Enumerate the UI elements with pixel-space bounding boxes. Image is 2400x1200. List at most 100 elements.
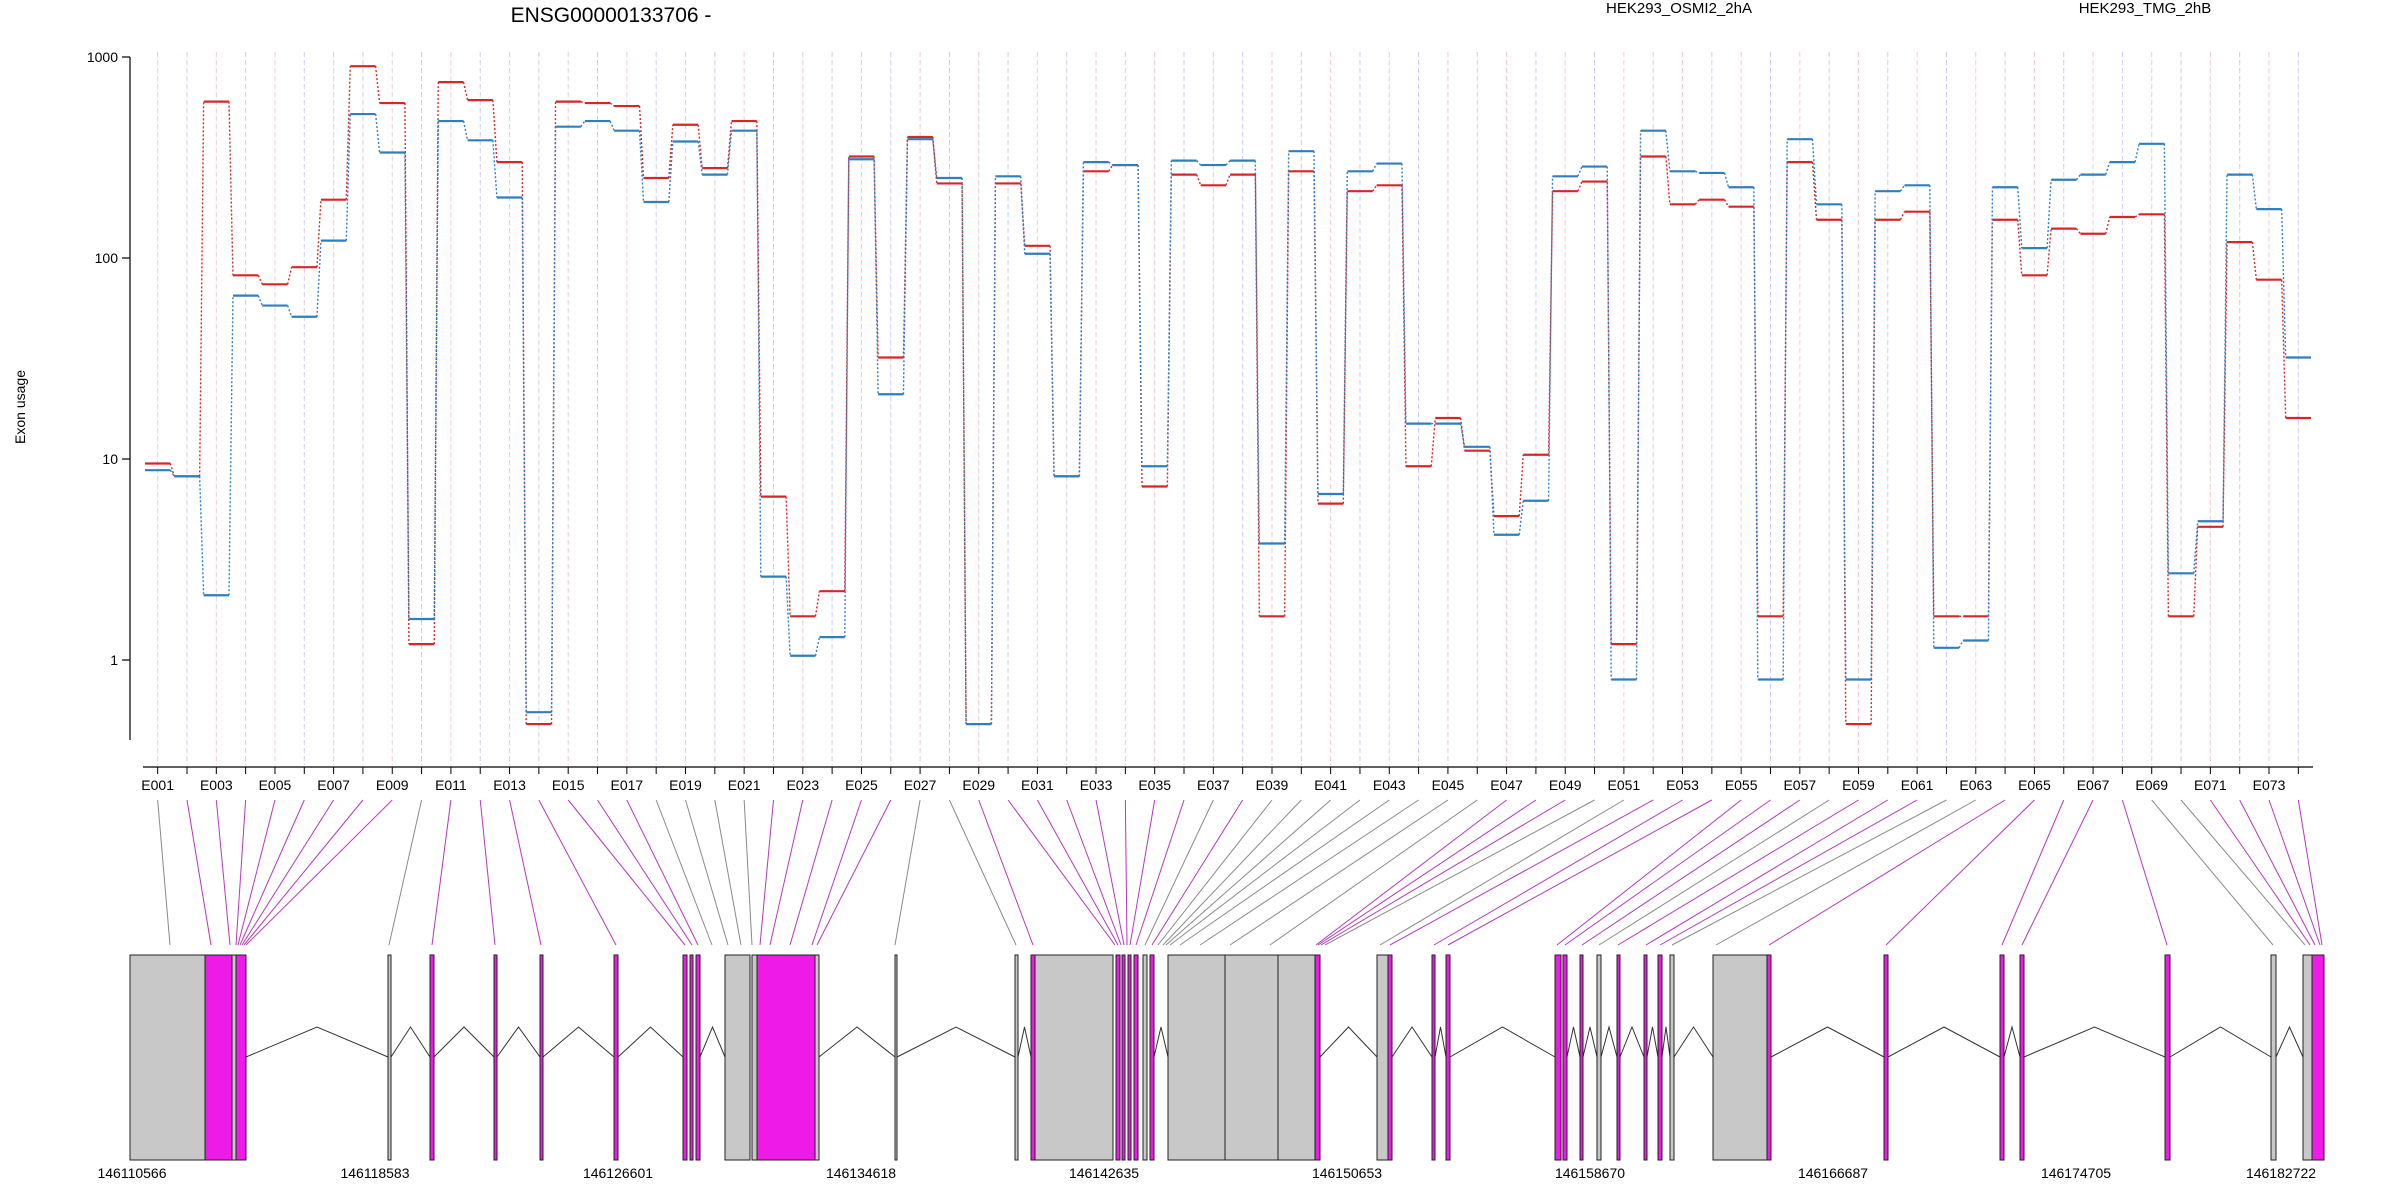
exon-connector [1066,799,1122,946]
exon-box [1883,954,1889,1161]
exon-box [751,954,758,1161]
series-connector [1723,172,1730,188]
exon-connector [1447,799,1713,946]
series-connector [1078,162,1085,477]
exon-box [1030,954,1036,1161]
series-connector [932,139,938,179]
series-connector [1577,166,1583,177]
exon-connector [431,799,452,946]
series-connector [1020,176,1026,254]
series-connector [1254,174,1261,617]
exon-connector [1007,799,1116,946]
series-connector [2163,143,2170,574]
intron-line [245,1026,389,1058]
series-1 [145,65,2311,726]
coordinate-label: 146142635 [1069,1165,1139,1181]
x-tick-label: E065 [2018,777,2051,793]
exon-box [1034,954,1114,1161]
exon-box [1643,954,1648,1161]
series-connector [1342,171,1348,494]
exon-connector [1645,799,1889,946]
exon-box [2302,954,2313,1161]
x-tick-label: E043 [1373,777,1406,793]
series-connector [2193,526,2199,617]
series-connector [1606,166,1612,680]
intron-line [542,1026,615,1058]
exon-box [689,954,694,1161]
exon-connector [1715,799,1977,946]
series-connector [2105,216,2111,234]
series-connector [1196,174,1202,186]
x-tick-label: E045 [1432,777,1465,793]
exon-box [1579,954,1584,1161]
exon-connector [811,799,862,946]
series-connector [1196,160,1202,166]
series-connector [316,240,322,317]
series-connector [1489,446,1495,535]
exon-box [613,954,619,1161]
series-connector [1723,199,1730,208]
exon-box [1127,954,1132,1161]
x-tick-label: E017 [610,777,643,793]
series-2 [145,112,2311,726]
exon-box [1596,954,1602,1161]
exon-box [1999,954,2005,1161]
series-connector [433,121,439,619]
exon-connector [2021,799,2094,946]
exon-connector [1229,799,1449,946]
series-connector [902,139,909,395]
chart-title: ENSG00000133706 - [511,4,712,27]
exon-box [1431,954,1436,1161]
intron-line [1600,1025,1618,1058]
exon-connector [1768,799,2006,946]
series-connector [1870,191,1876,680]
series-connector [521,197,527,713]
exon-box [814,954,820,1161]
series-connector [257,275,263,285]
exon-connector [2268,799,2321,946]
y-tick-label: 1000 [87,49,118,65]
coordinate-label: 146150653 [1312,1165,1382,1181]
exon-connector [1564,799,1771,946]
exon-connector [2297,799,2323,946]
intron-line [1566,1026,1581,1058]
series-connector [1225,174,1231,186]
x-tick-label: E049 [1549,777,1582,793]
exon-box [1657,954,1663,1161]
series-connector [580,120,586,128]
series-connector [1841,219,1847,725]
series-connector [697,141,703,175]
legend-series-b: HEK293_TMG_2hB [2079,0,2212,17]
x-tick-label: E021 [728,777,761,793]
x-tick-label: E073 [2253,777,2286,793]
exon-box [1766,954,1772,1161]
series-connector [1987,187,1994,641]
series-connector [609,120,615,131]
series-connector [2017,219,2023,276]
exon-box [387,954,392,1161]
x-tick-label: E029 [962,777,995,793]
intron-line [2023,1026,2166,1058]
intron-line [1619,1025,1645,1058]
series-connector [1665,130,1671,172]
exon-box [2311,954,2325,1161]
x-tick-label: E047 [1490,777,1523,793]
series-connector [1958,640,1964,649]
series-connector [1049,253,1055,477]
intron-line [1646,1026,1659,1058]
exon-connector [1317,799,1537,946]
series-connector [814,591,821,617]
x-tick-label: E025 [845,777,878,793]
exon-connector [2239,799,2316,946]
exon-connector [245,799,393,946]
exon-box [1277,954,1316,1161]
exon-box [493,954,498,1161]
exon-connector [894,799,921,946]
series-connector [1137,165,1143,467]
series-connector [1020,183,1026,246]
x-tick-label: E039 [1256,777,1289,793]
exon-connector [215,799,231,946]
series-connector [2046,179,2052,249]
exon-connector [243,799,364,946]
